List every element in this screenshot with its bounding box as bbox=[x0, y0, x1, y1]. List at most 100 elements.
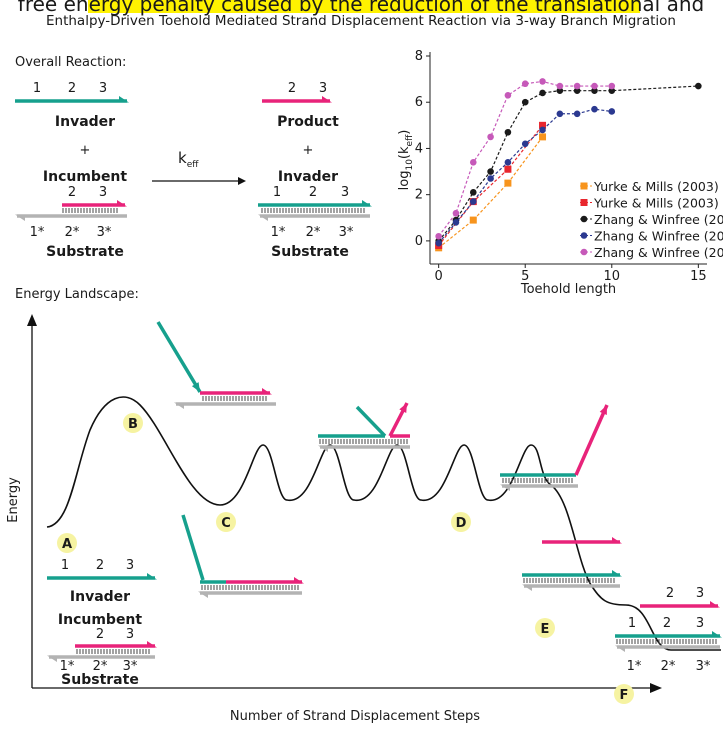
state-label: A bbox=[62, 537, 72, 552]
heading: Energy Landscape: bbox=[15, 287, 139, 302]
strand-end bbox=[712, 631, 722, 638]
state-label: B bbox=[128, 417, 138, 432]
axis-head bbox=[650, 683, 662, 693]
legend-label: Zhang & Winfree (2009) bbox=[594, 245, 723, 260]
strand bbox=[357, 407, 385, 436]
domain: 1 bbox=[33, 81, 41, 96]
y-tick-label: 8 bbox=[415, 49, 423, 64]
domain: 2 bbox=[288, 81, 296, 96]
strand-end bbox=[147, 573, 157, 580]
marker bbox=[453, 219, 460, 226]
domain: 1 bbox=[61, 558, 69, 573]
domain: 1 bbox=[273, 185, 281, 200]
x-axis-label: Number of Strand Displacement Steps bbox=[230, 709, 480, 724]
domain: 2 bbox=[96, 558, 104, 573]
marker bbox=[505, 159, 512, 166]
label: Substrate bbox=[46, 244, 124, 260]
label: Invader bbox=[55, 114, 115, 130]
legend-marker bbox=[581, 183, 588, 190]
legend-marker bbox=[581, 232, 588, 239]
label: Substrate bbox=[271, 244, 349, 260]
strand-end bbox=[522, 585, 532, 592]
y-axis-label-part: ) bbox=[397, 130, 412, 135]
rate-constant: keff bbox=[178, 149, 199, 170]
series-line bbox=[439, 137, 543, 248]
x-tick-label: 15 bbox=[690, 269, 707, 284]
legend-marker bbox=[581, 216, 588, 223]
marker bbox=[470, 217, 477, 224]
domain: 2 bbox=[666, 586, 674, 601]
x-tick-label: 0 bbox=[435, 269, 443, 284]
marker bbox=[574, 83, 581, 90]
marker bbox=[487, 175, 494, 182]
marker bbox=[557, 83, 564, 90]
y-axis-label: log10(keff) bbox=[397, 130, 415, 191]
domain: 2 bbox=[309, 185, 317, 200]
strand-end bbox=[612, 570, 622, 577]
domain: 1* bbox=[627, 659, 642, 674]
strand bbox=[183, 515, 203, 580]
y-axis-label-part: log bbox=[397, 171, 412, 191]
strand-end bbox=[47, 656, 57, 663]
domain: 3* bbox=[696, 659, 711, 674]
domain: 3 bbox=[341, 185, 349, 200]
domain: 2* bbox=[65, 225, 80, 240]
marker bbox=[608, 83, 615, 90]
strand-end bbox=[117, 200, 127, 207]
y-axis-label-part: (k bbox=[397, 146, 412, 159]
y-axis-label-part: 10 bbox=[405, 159, 415, 171]
marker bbox=[591, 83, 598, 90]
x-axis-label: Toehold length bbox=[520, 282, 616, 297]
reaction-arrow-head bbox=[238, 177, 246, 185]
state-label: D bbox=[456, 516, 467, 531]
marker bbox=[539, 78, 546, 85]
legend-label: Zhang & Winfree (2009) bbox=[594, 212, 723, 227]
domain: 2* bbox=[661, 659, 676, 674]
domain: 2 bbox=[68, 81, 76, 96]
state-label: C bbox=[221, 516, 231, 531]
marker bbox=[435, 240, 442, 247]
rate-sub: eff bbox=[187, 160, 200, 170]
marker bbox=[504, 180, 511, 187]
domain: 1 bbox=[628, 616, 636, 631]
marker bbox=[505, 92, 512, 99]
domain: 3 bbox=[126, 558, 134, 573]
title: Enthalpy-Driven Toehold Mediated Strand … bbox=[46, 13, 676, 29]
domain: 2 bbox=[663, 616, 671, 631]
series-line bbox=[439, 109, 612, 243]
state-label: F bbox=[620, 688, 629, 703]
strand bbox=[158, 322, 200, 392]
y-tick-label: 0 bbox=[415, 234, 423, 249]
domain: 1* bbox=[30, 225, 45, 240]
domain: 3 bbox=[696, 586, 704, 601]
strand-end bbox=[615, 646, 625, 653]
strand-end bbox=[294, 577, 304, 584]
marker bbox=[487, 134, 494, 141]
domain: 1* bbox=[271, 225, 286, 240]
domain: 3 bbox=[99, 81, 107, 96]
marker bbox=[608, 108, 615, 115]
domain: 3 bbox=[126, 627, 134, 642]
strand-end bbox=[322, 96, 332, 103]
marker bbox=[591, 106, 598, 113]
marker bbox=[505, 129, 512, 136]
marker bbox=[470, 159, 477, 166]
domain: 2* bbox=[306, 225, 321, 240]
marker bbox=[522, 99, 529, 106]
label: + bbox=[80, 143, 91, 158]
label: Substrate bbox=[61, 672, 139, 688]
strand-end bbox=[147, 641, 157, 648]
y-axis-label-part: eff bbox=[405, 134, 415, 147]
marker bbox=[557, 110, 564, 117]
label: Product bbox=[277, 114, 339, 130]
marker bbox=[522, 80, 529, 87]
label: Invader bbox=[70, 589, 130, 605]
marker bbox=[470, 198, 477, 205]
strand-end bbox=[362, 200, 372, 207]
strand-end bbox=[15, 215, 25, 222]
domain: 3* bbox=[97, 225, 112, 240]
heading: Overall Reaction: bbox=[15, 55, 126, 70]
strand-end bbox=[198, 592, 208, 599]
label: Invader bbox=[278, 169, 338, 185]
marker bbox=[574, 110, 581, 117]
